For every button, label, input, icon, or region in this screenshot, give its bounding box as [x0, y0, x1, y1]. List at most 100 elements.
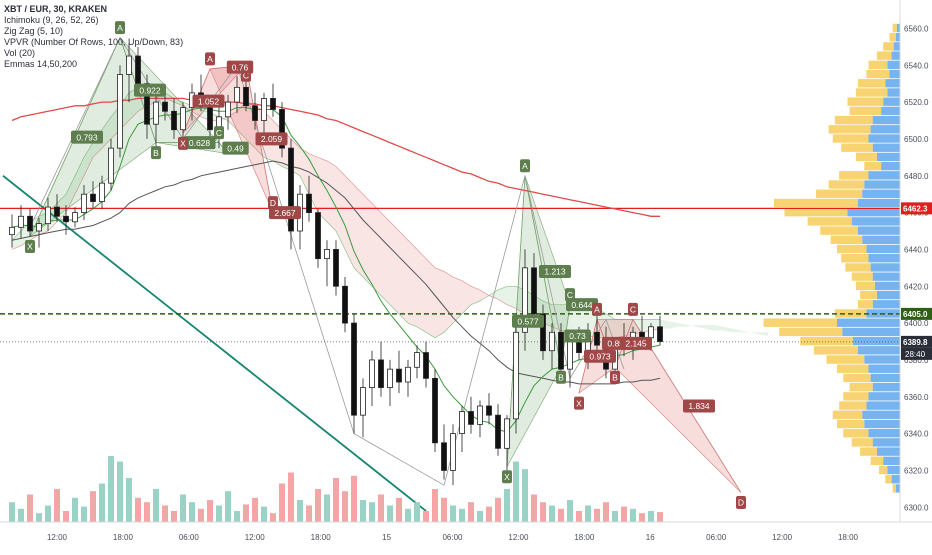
candle-up — [522, 267, 528, 333]
vpvr-bar-up — [876, 290, 900, 300]
vpvr-bar-up — [891, 51, 900, 60]
volume-bar — [432, 489, 438, 522]
volume-bar — [495, 497, 501, 522]
pattern-point-label-bg — [115, 21, 125, 35]
volume-bar — [243, 504, 249, 522]
cloud-future-segment — [705, 324, 714, 331]
candle-down — [657, 326, 663, 342]
price-tick-label: 6300.0 — [904, 503, 929, 512]
vpvr-bar-up — [866, 244, 900, 254]
pattern-ratio-label-bg — [255, 132, 288, 146]
candle-down — [27, 215, 33, 232]
vpvr-bar-up — [866, 401, 900, 410]
volume-bar — [594, 508, 600, 522]
candle-down — [63, 215, 69, 223]
cloud-segment — [318, 157, 327, 222]
pattern-point-label: B — [153, 148, 159, 158]
vpvr-bar-up — [852, 336, 900, 346]
candle-down — [558, 331, 564, 370]
vpvr-bar-up — [868, 392, 900, 401]
volume-bar — [171, 511, 177, 522]
price-tick-label: 6560.0 — [904, 24, 929, 33]
pattern-ratio-label: 2.145 — [625, 339, 647, 349]
vpvr-bar-down — [868, 60, 888, 70]
volume-bar — [612, 511, 618, 522]
candle-up — [549, 331, 555, 352]
vpvr-bar-down — [839, 401, 867, 410]
cloud-segment — [66, 175, 75, 213]
pattern-point-label: C — [567, 290, 573, 300]
price-label-bg — [901, 307, 932, 320]
pattern-point-label-bg — [736, 496, 746, 510]
volume-bar — [18, 508, 24, 522]
vpvr-bar-up — [887, 60, 900, 70]
candle-up — [648, 326, 654, 339]
pattern-ratio-label-bg — [683, 399, 715, 413]
vpvr-bar-down — [800, 336, 853, 346]
volume-bar — [81, 506, 87, 522]
volume-bar — [414, 502, 420, 522]
vpvr-bar-down — [849, 382, 873, 392]
legend-emmas: Emmas 14,50,200 — [4, 59, 78, 69]
volume-bar — [522, 469, 528, 522]
candle-up — [405, 366, 411, 383]
vpvr-bar-up — [896, 23, 900, 33]
vpvr-bar-up — [872, 438, 900, 447]
vpvr-bar-up — [858, 226, 900, 235]
pattern-point-label-bg — [214, 126, 224, 140]
vpvr-bar-down — [883, 42, 894, 51]
cloud-segment — [12, 231, 21, 250]
vpvr-bar-up — [862, 410, 900, 419]
vpvr-bar-down — [828, 180, 865, 189]
volume-bar — [477, 511, 483, 522]
cloud-segment — [399, 231, 408, 324]
cloud-segment — [444, 271, 453, 333]
volume-bar — [639, 513, 645, 522]
volume-bar — [441, 497, 447, 522]
pattern-ratio-label-bg — [192, 94, 225, 108]
cloud-segment — [237, 102, 246, 139]
cloud-segment — [183, 102, 192, 112]
vpvr-bar-down — [832, 410, 863, 419]
candle-down — [432, 377, 438, 444]
candle-down — [162, 101, 168, 112]
candle-up — [459, 411, 465, 434]
pattern-ratio-label-bg — [134, 83, 166, 97]
vpvr-bar-down — [847, 97, 884, 106]
vpvr-bar-down — [843, 373, 871, 383]
vpvr-bar-down — [860, 290, 877, 300]
volume-bar — [153, 489, 159, 522]
candle-down — [468, 411, 474, 425]
volume-bar — [72, 497, 78, 522]
vpvr-profile — [763, 23, 900, 493]
cloud-segment — [408, 240, 417, 327]
ema-50-line — [11, 160, 661, 385]
candle-up — [18, 215, 24, 228]
pattern-point-label: A — [522, 161, 528, 171]
vpvr-bar-up — [872, 272, 900, 281]
volume-bar — [180, 494, 186, 522]
pattern-point-label: B — [612, 372, 618, 382]
candle-up — [504, 418, 510, 449]
pattern-point-label-bg — [565, 288, 575, 302]
candle-up — [180, 107, 186, 131]
price-label: 6405.0 — [903, 310, 928, 319]
pattern-point-label-bg — [628, 302, 638, 316]
candle-down — [576, 341, 582, 353]
vpvr-bar-up — [862, 235, 900, 245]
vpvr-bar-down — [870, 456, 884, 466]
candle-down — [315, 212, 321, 260]
volume-bar — [369, 502, 375, 522]
candle-up — [324, 249, 330, 260]
volume-bar — [198, 508, 204, 522]
pattern-point-label: D — [738, 498, 744, 508]
pattern-ratio-label-bg — [269, 206, 301, 220]
cloud-segment — [579, 304, 588, 336]
chart-legend: XBT / EUR, 30, KRAKEN Ichimoku (9, 26, 5… — [4, 4, 183, 70]
candle-down — [441, 442, 447, 471]
pattern-point-label: C — [243, 70, 249, 80]
candle-up — [72, 212, 78, 223]
volume-bar — [549, 505, 555, 522]
